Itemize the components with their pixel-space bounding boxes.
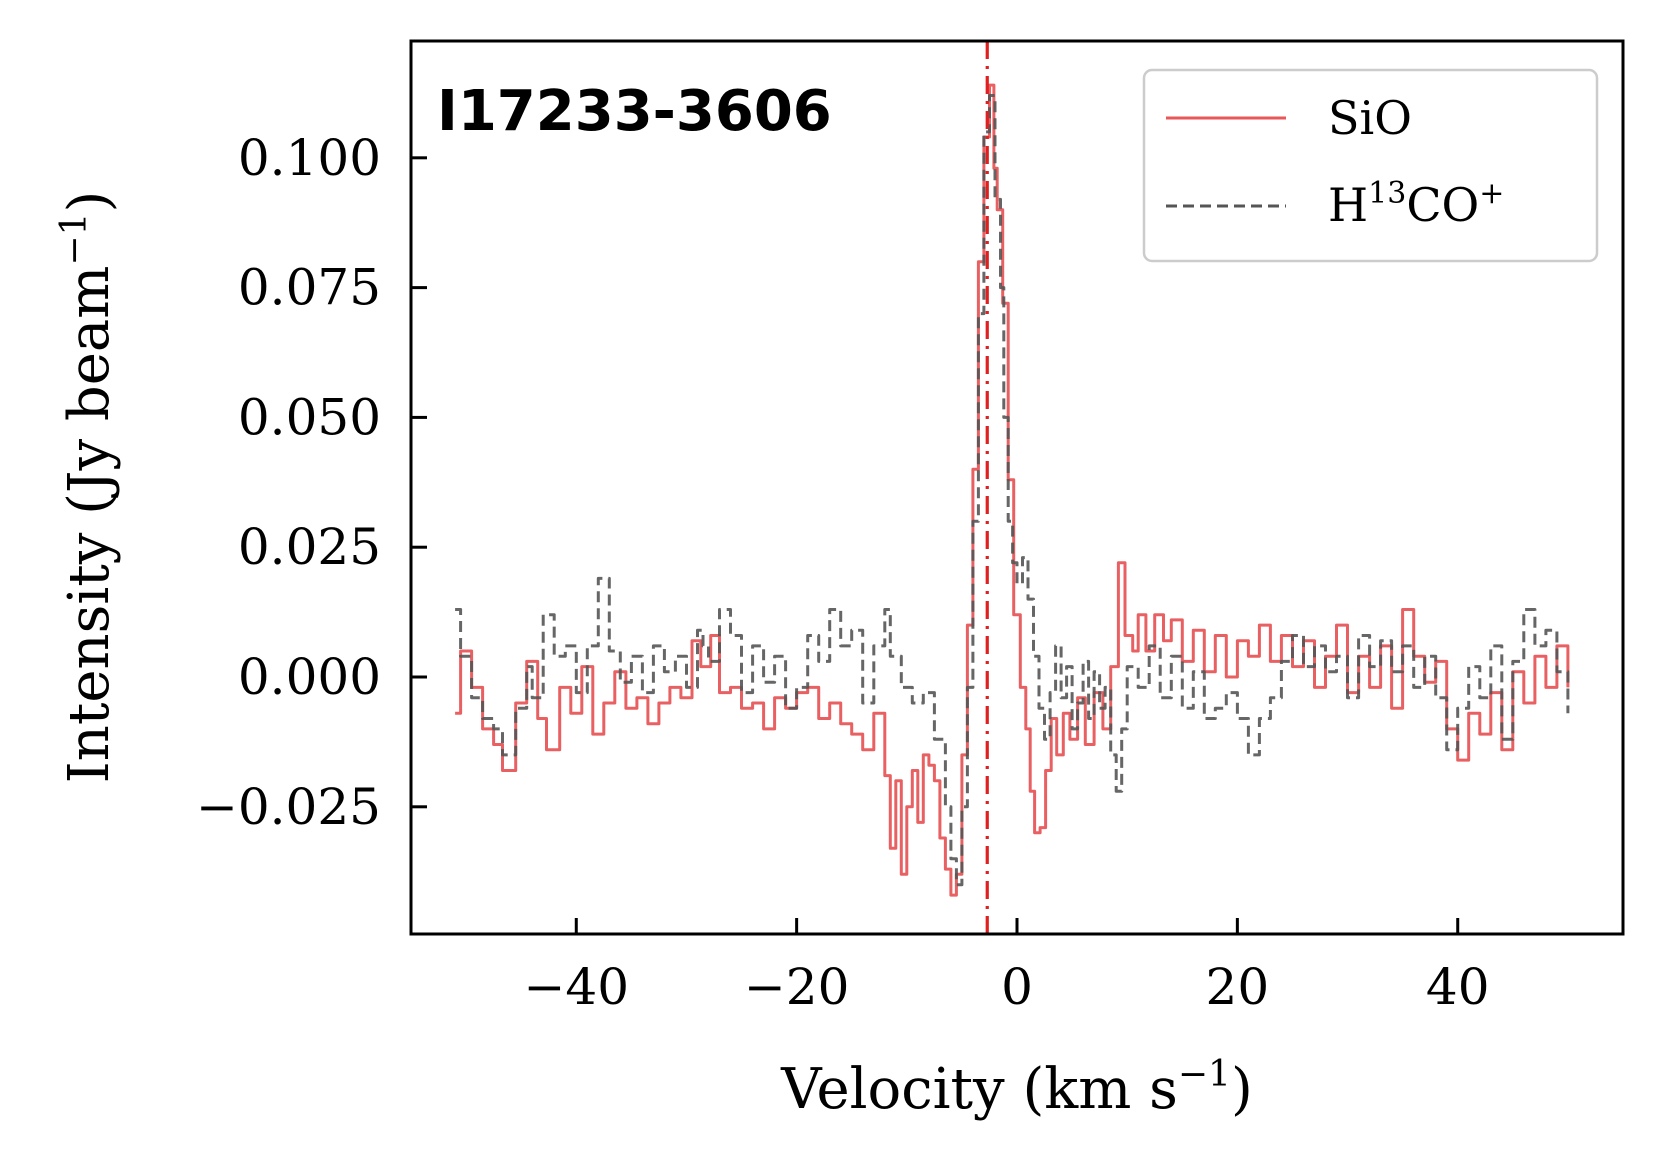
y-axis: −0.025 0.000 0.025 0.050 0.075 0.100 [196,129,427,836]
series-h13co-line [455,94,1570,887]
x-tick-label: 40 [1426,958,1490,1016]
x-tick-label: −20 [744,958,850,1016]
x-axis: −40 −20 0 20 40 [524,918,1490,1016]
x-axis-title: Velocity (km s−1) [780,1054,1253,1122]
x-tick-label: −40 [524,958,630,1016]
legend-h13co-sup2: + [1479,176,1504,211]
y-tick-label: 0.050 [238,388,381,446]
y-tick-label: 0.000 [238,648,381,706]
y-axis-title-sup: −1 [54,213,95,266]
x-axis-title-sup: −1 [1178,1054,1231,1095]
y-axis-title-main: Intensity (Jy beam [57,266,122,784]
legend-h13co-main: H [1328,178,1368,232]
x-tick-label: 20 [1206,958,1270,1016]
series-sio-line [455,83,1570,897]
x-axis-title-main: Velocity (km s [780,1057,1178,1122]
y-tick-label: 0.075 [238,259,381,317]
legend-label-h13co: H13CO+ [1328,176,1504,232]
series-layer [455,83,1570,897]
y-axis-title: Intensity (Jy beam−1) [54,191,122,784]
y-tick-label: −0.025 [196,778,381,836]
source-label: I17233-3606 [437,79,832,144]
legend-h13co-mid: CO [1406,178,1479,232]
x-tick-label: 0 [1001,958,1033,1016]
y-axis-title-tail: ) [57,191,122,213]
legend-label-sio: SiO [1328,91,1412,145]
y-tick-label: 0.025 [238,518,381,576]
legend-h13co-sup1: 13 [1368,176,1406,211]
x-axis-title-tail: ) [1231,1057,1253,1122]
y-tick-label: 0.100 [238,129,381,187]
legend: SiO H13CO+ [1142,68,1599,263]
